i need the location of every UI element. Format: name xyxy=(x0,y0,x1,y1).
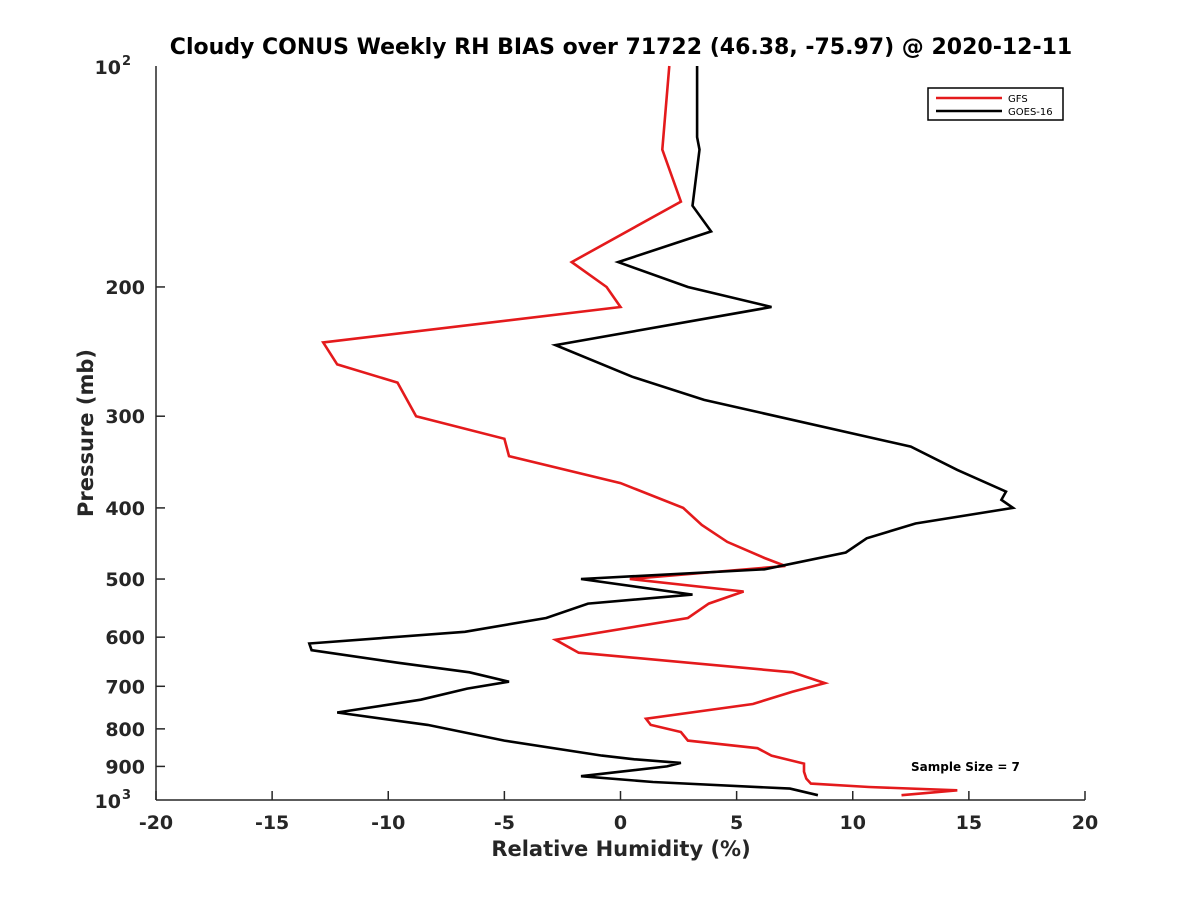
x-axis-ticks: -20 -15 -10 -5 0 5 10 15 20 xyxy=(139,791,1098,834)
y-tick-label: 800 xyxy=(105,719,145,741)
series-group xyxy=(307,65,1017,797)
y-tick-label: 600 xyxy=(105,627,145,649)
x-tick-label: 20 xyxy=(1072,812,1098,834)
x-tick-label: 0 xyxy=(614,812,627,834)
y-tick-label: 400 xyxy=(105,498,145,520)
legend-label: GOES-16 xyxy=(1008,107,1053,118)
x-tick-label: 15 xyxy=(956,812,982,834)
y-tick-label-bottom: 10 xyxy=(95,791,121,813)
y-tick-label: 500 xyxy=(105,569,145,591)
y-tick-label: 200 xyxy=(105,277,145,299)
y-tick-label-top-exponent: 2 xyxy=(122,54,131,69)
chart-title: Cloudy CONUS Weekly RH BIAS over 71722 (… xyxy=(170,35,1072,60)
x-tick-label: 10 xyxy=(840,812,866,834)
x-tick-label: -15 xyxy=(255,812,289,834)
y-tick-label: 700 xyxy=(105,676,145,698)
legend: GFS GOES-16 xyxy=(927,87,1064,121)
y-tick-label: 900 xyxy=(105,756,145,778)
sample-size-annotation: Sample Size = 7 xyxy=(911,760,1020,774)
x-tick-label: -20 xyxy=(139,812,173,834)
plot-area xyxy=(156,66,1085,800)
legend-box xyxy=(927,87,1064,121)
x-tick-label: -10 xyxy=(371,812,405,834)
x-tick-label: 5 xyxy=(730,812,743,834)
x-axis-label: Relative Humidity (%) xyxy=(491,837,750,861)
y-tick-label-top: 10 xyxy=(95,57,121,79)
series-line-goes-16 xyxy=(307,66,1017,797)
y-axis-label: Pressure (mb) xyxy=(74,349,98,517)
y-tick-label-bottom-exponent: 3 xyxy=(122,788,131,803)
y-tick-label: 300 xyxy=(105,406,145,428)
series-line-gfs xyxy=(320,65,958,797)
x-tick-label: -5 xyxy=(494,812,515,834)
legend-label: GFS xyxy=(1008,94,1028,105)
